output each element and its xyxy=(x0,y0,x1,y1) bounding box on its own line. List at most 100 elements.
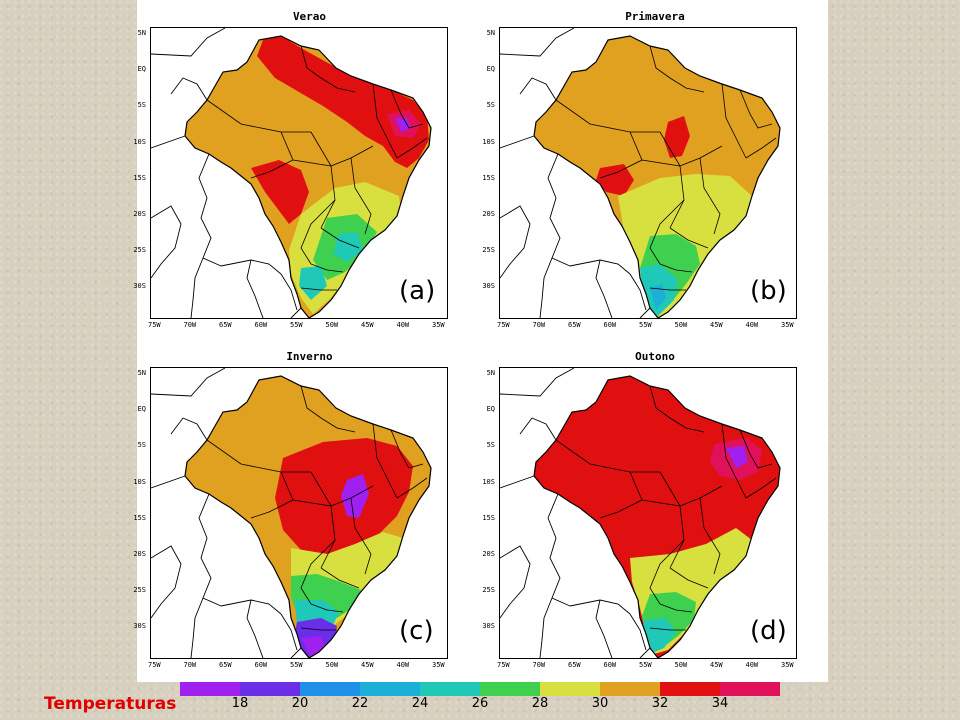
x-tick-label: 50W xyxy=(325,661,339,669)
state-border xyxy=(250,499,294,519)
colorbar-tick-label: 34 xyxy=(711,696,729,711)
country-border xyxy=(539,597,553,658)
state-border xyxy=(649,287,686,291)
x-tick-label: 45W xyxy=(710,661,723,669)
colorbar-swatch xyxy=(420,682,480,696)
country-border xyxy=(519,77,557,101)
colorbar-swatch xyxy=(540,682,600,696)
y-tick-label: 20S xyxy=(133,550,146,558)
state-border xyxy=(659,131,723,167)
colorbar-tick-label: 32 xyxy=(651,696,669,711)
x-tick-label: 60W xyxy=(254,321,268,329)
country-border xyxy=(198,153,222,267)
state-border xyxy=(390,429,424,469)
colorbar-tick-label: 18 xyxy=(231,696,249,711)
x-tick-label: 65W xyxy=(568,661,581,669)
state-border xyxy=(649,539,685,605)
country-border xyxy=(500,28,575,57)
state-border xyxy=(300,199,336,265)
x-tick-label: 45W xyxy=(361,321,374,329)
country-border xyxy=(151,368,226,397)
state-border xyxy=(372,83,398,159)
country-border xyxy=(569,599,631,615)
panel-label: (b) xyxy=(750,276,787,306)
temperature-contour-region xyxy=(596,164,634,196)
map-svg xyxy=(500,368,781,658)
y-tick-label: 30S xyxy=(482,622,495,631)
y-tick-label: 25S xyxy=(482,586,495,595)
x-tick-label: 45W xyxy=(361,661,374,669)
country-border xyxy=(151,545,182,619)
state-border xyxy=(669,567,709,589)
map-frame xyxy=(499,27,797,319)
y-tick-label: 5S xyxy=(137,101,146,110)
country-border xyxy=(220,259,282,275)
state-border xyxy=(320,567,360,589)
state-border xyxy=(300,627,337,631)
base-temperature-field xyxy=(534,36,780,318)
state-border xyxy=(739,89,773,129)
temperature-contour-region xyxy=(664,116,690,158)
panel-title: Outono xyxy=(635,350,675,363)
temperature-contour-region xyxy=(299,266,327,300)
colorbar-swatch xyxy=(600,682,660,696)
colorbar-swatch xyxy=(300,682,360,696)
x-tick-label: 35W xyxy=(781,321,794,329)
y-tick-label: 5N xyxy=(486,29,495,37)
x-tick-label: 40W xyxy=(396,321,410,329)
colorbar-tick-label: 28 xyxy=(531,696,549,711)
y-tick-label: 15S xyxy=(133,173,146,182)
x-tick-label: 35W xyxy=(432,661,445,669)
country-border xyxy=(629,273,647,311)
colorbar-legend: Temperaturas 18 20 22 24 26 28 30 32 34 xyxy=(0,676,960,720)
country-border xyxy=(639,307,651,318)
state-border xyxy=(649,199,685,265)
state-border xyxy=(659,263,693,273)
panel-title: Verao xyxy=(292,10,327,23)
colorbar-tick-label: 26 xyxy=(471,696,489,711)
x-tick-label: 75W xyxy=(497,661,510,669)
state-border xyxy=(599,499,643,519)
y-tick-label: 25S xyxy=(482,246,495,255)
country-border xyxy=(280,273,298,311)
country-border xyxy=(519,417,557,441)
country-border xyxy=(190,597,204,658)
colorbar-swatch xyxy=(240,682,300,696)
country-border xyxy=(170,417,208,441)
country-border xyxy=(500,368,575,397)
y-tick-label: 5N xyxy=(137,369,146,377)
state-border xyxy=(310,471,374,507)
colorbar-swatch xyxy=(720,682,780,696)
y-tick-label: 5S xyxy=(486,101,495,110)
state-border xyxy=(320,227,360,249)
map-frame xyxy=(499,367,797,659)
y-tick-label: 20S xyxy=(133,210,146,218)
colorbar-tick-label: 20 xyxy=(291,696,309,711)
x-tick-label: 70W xyxy=(532,321,546,329)
country-border xyxy=(569,259,631,275)
state-border xyxy=(745,477,777,499)
y-tick-label: 30S xyxy=(482,282,495,291)
x-tick-label: 55W xyxy=(639,321,652,329)
map-panel-outono: Outono (d) xyxy=(482,340,828,680)
x-tick-label: 50W xyxy=(674,661,688,669)
y-tick-label: 15S xyxy=(133,513,146,522)
map-svg xyxy=(500,28,781,318)
y-tick-label: EQ xyxy=(137,65,146,74)
brazil-outline xyxy=(533,375,781,658)
country-border xyxy=(246,599,264,658)
country-border xyxy=(500,545,531,619)
country-border xyxy=(290,647,302,658)
map-panel-verao: Verao (a) xyxy=(137,0,482,340)
country-border xyxy=(151,28,226,57)
country-border xyxy=(595,599,613,658)
country-border xyxy=(595,259,613,318)
x-tick-label: 70W xyxy=(183,321,197,329)
state-border xyxy=(300,385,356,433)
y-tick-label: EQ xyxy=(486,65,495,74)
temperature-contour-region xyxy=(650,284,666,310)
country-border xyxy=(500,135,535,149)
state-border xyxy=(721,423,747,499)
temperature-contour-region xyxy=(395,118,411,132)
map-frame xyxy=(150,367,448,659)
